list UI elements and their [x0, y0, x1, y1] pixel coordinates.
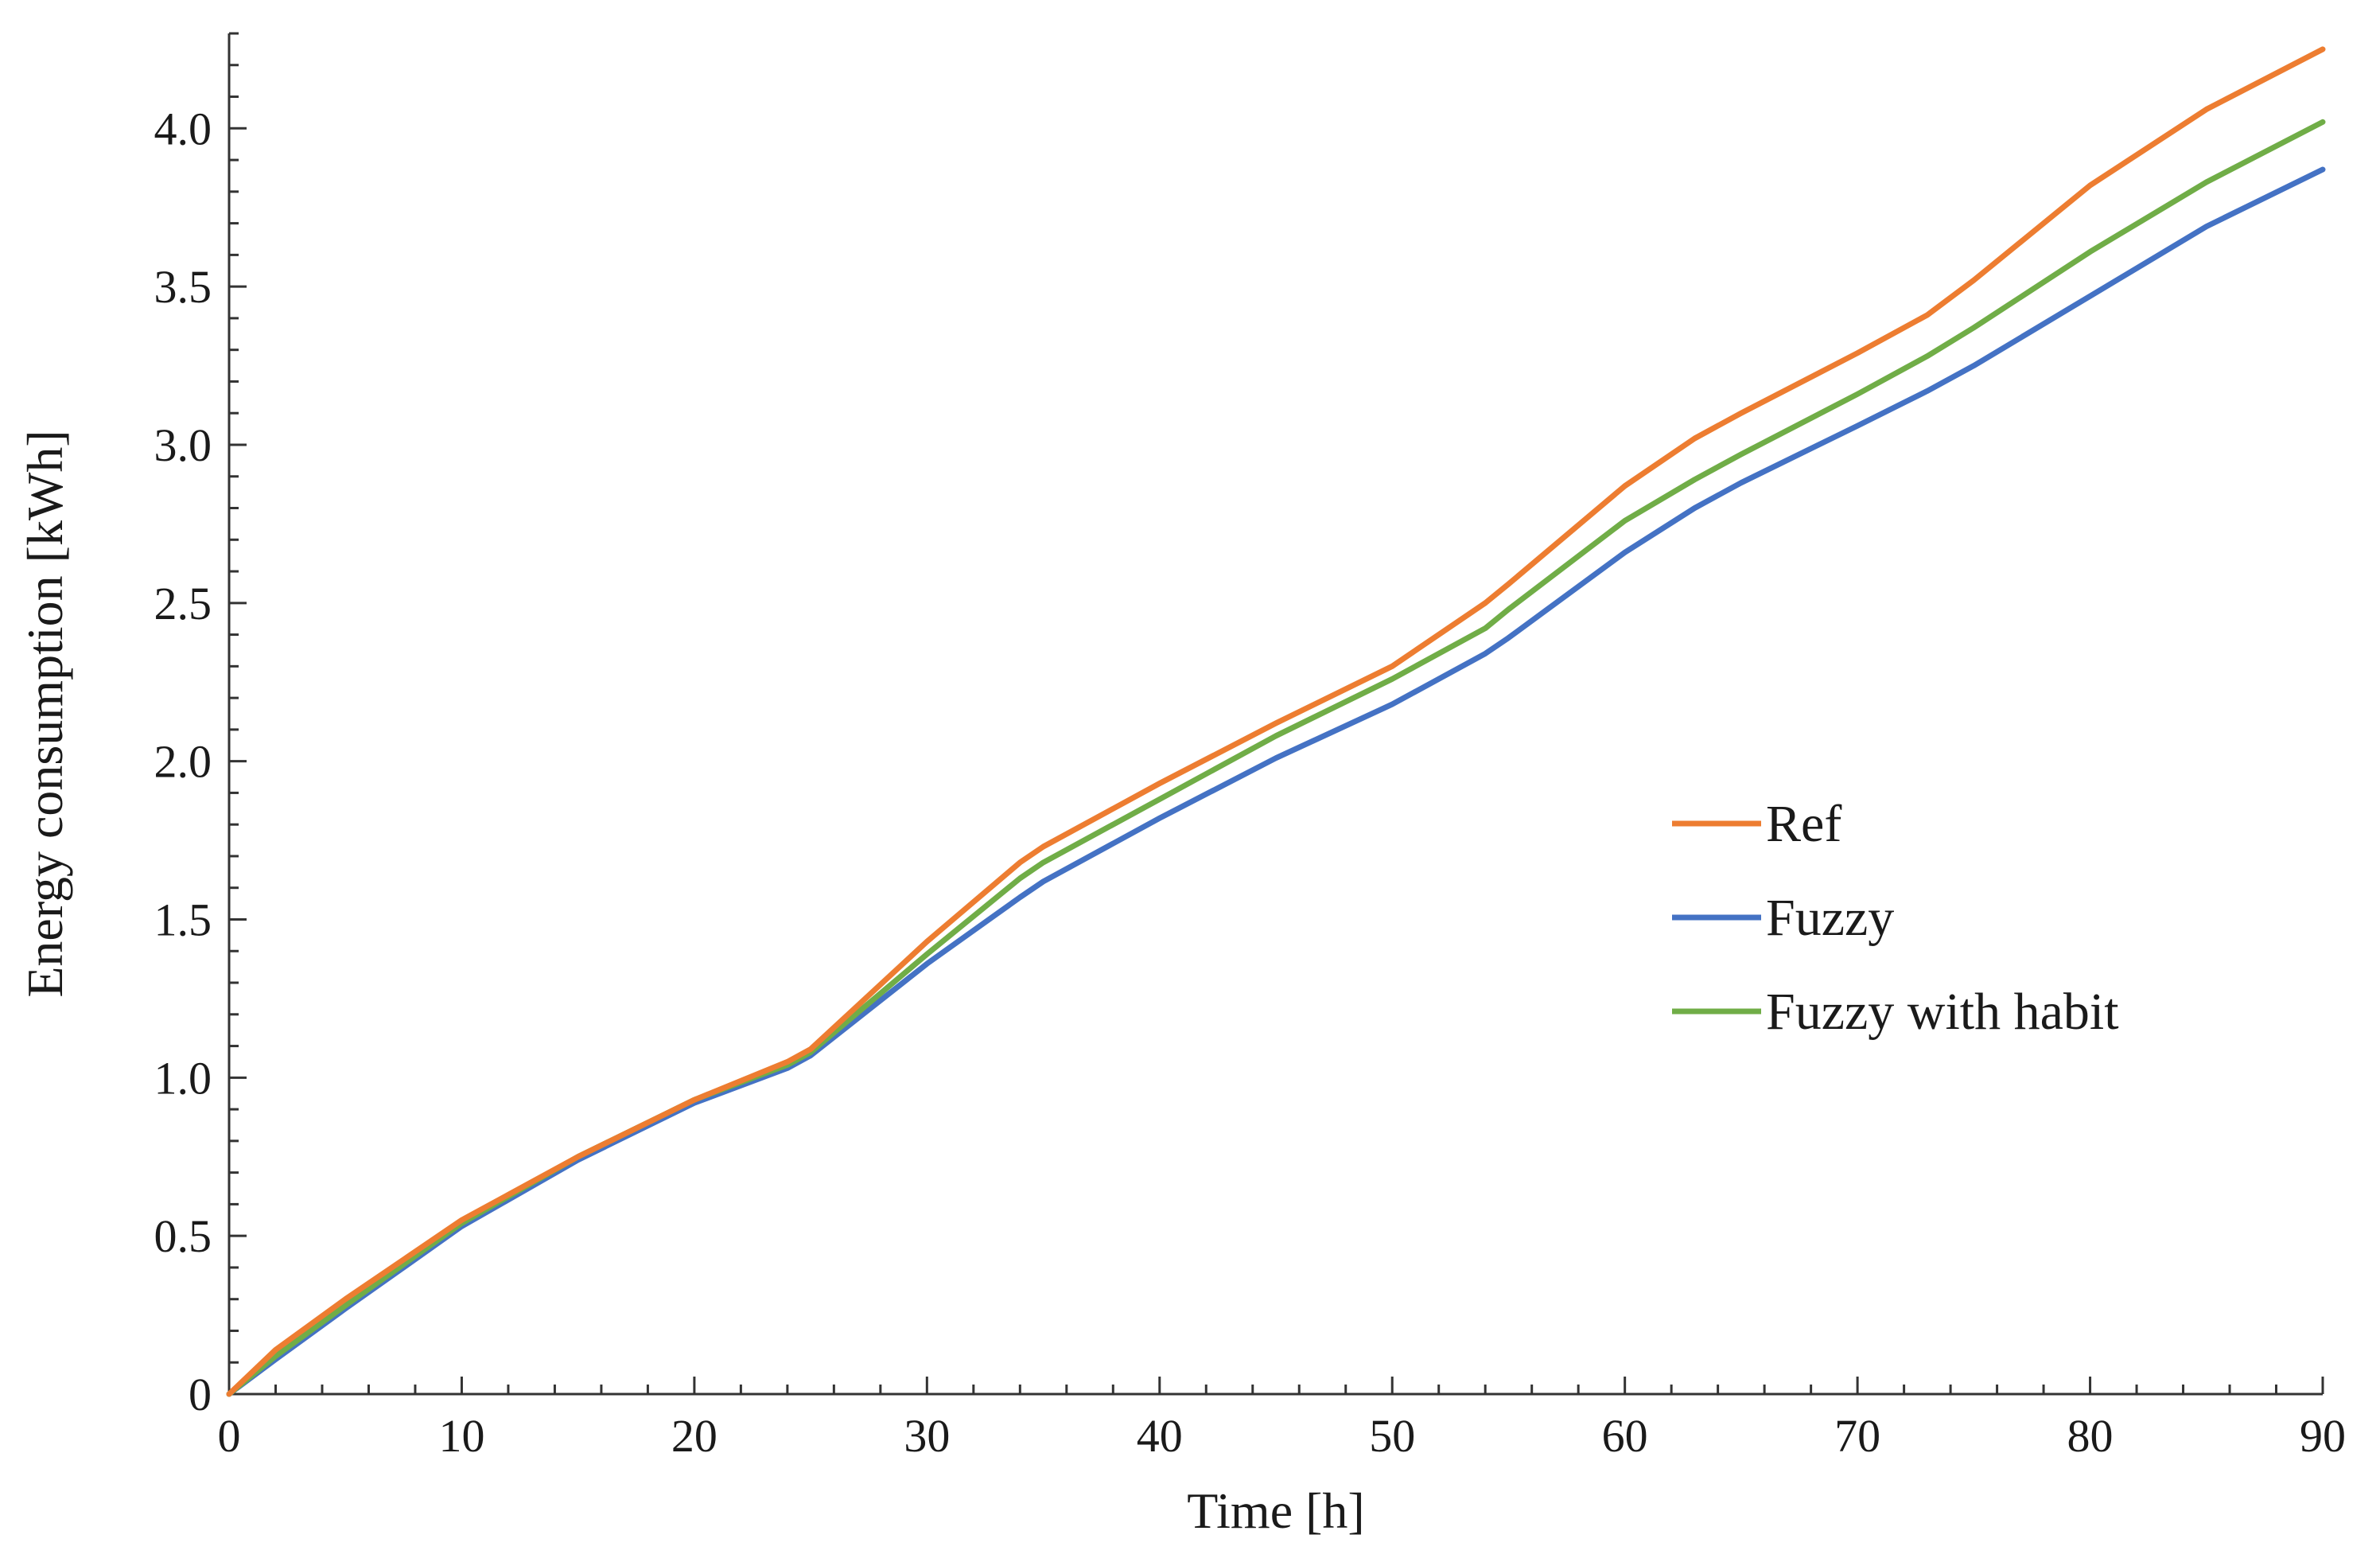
- legend: Ref Fuzzy Fuzzy with habit: [1672, 795, 2119, 1041]
- x-tick-label: 40: [1137, 1410, 1183, 1462]
- y-tick-label: 2.5: [154, 578, 212, 629]
- plot-area: 0 0.5 1.0 1.5 2.0 2.5 3.0 3.5 4.0 0 10 20 30 40 50 60 7…: [154, 32, 2346, 1462]
- x-axis-title: Time [h]: [1187, 1482, 1364, 1539]
- series-line-fuzzy: [226, 166, 2326, 1397]
- legend-label: Fuzzy with habit: [1766, 983, 2119, 1041]
- x-tick-label: 80: [2067, 1410, 2114, 1462]
- x-tick-label: 30: [904, 1410, 950, 1462]
- x-tick-label: 60: [1602, 1410, 1648, 1462]
- y-tick-label: 0: [189, 1369, 212, 1420]
- legend-label: Ref: [1766, 795, 1841, 853]
- y-tick-label: 0.5: [154, 1210, 212, 1262]
- y-tick-label: 3.0: [154, 419, 212, 471]
- y-tick-label: 2.0: [154, 736, 212, 788]
- y-tick-label: 1.5: [154, 894, 212, 945]
- y-axis-ticks: 0 0.5 1.0 1.5 2.0 2.5 3.0 3.5 4.0: [154, 32, 247, 1420]
- legend-label: Fuzzy: [1766, 889, 1894, 947]
- x-axis-ticks: 0 10 20 30 40 50 60 70 80 90: [218, 1377, 2346, 1462]
- y-tick-label: 4.0: [154, 103, 212, 154]
- x-tick-label: 0: [218, 1410, 241, 1462]
- y-axis-title: Energy consumption [kWh]: [17, 430, 73, 997]
- x-tick-label: 20: [671, 1410, 718, 1462]
- x-tick-label: 70: [1834, 1410, 1880, 1462]
- series-group: [226, 46, 2326, 1397]
- x-tick-label: 10: [438, 1410, 484, 1462]
- y-tick-label: 3.5: [154, 261, 212, 313]
- y-tick-label: 1.0: [154, 1052, 212, 1104]
- series-line-ref: [226, 46, 2326, 1397]
- x-tick-label: 50: [1369, 1410, 1415, 1462]
- x-tick-label: 90: [2300, 1410, 2346, 1462]
